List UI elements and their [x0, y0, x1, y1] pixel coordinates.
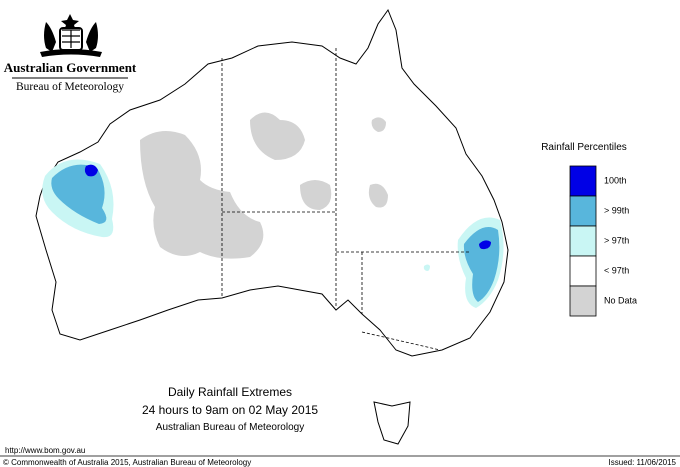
- legend-title: Rainfall Percentiles: [541, 142, 627, 153]
- government-name: Australian Government: [4, 60, 137, 75]
- above-100th-area: [479, 240, 491, 250]
- legend-swatch: [569, 225, 597, 257]
- caption-title: Daily Rainfall Extremes: [168, 385, 292, 399]
- legend-label: < 97th: [604, 265, 629, 275]
- legend: 100th > 99th > 97th < 97th No Data: [569, 165, 637, 317]
- legend-label: > 99th: [604, 205, 629, 215]
- caption-period: 24 hours to 9am on 02 May 2015: [142, 403, 318, 417]
- legend-swatch: [569, 255, 597, 287]
- legend-label: 100th: [604, 175, 627, 185]
- no-data-areas: [140, 112, 388, 259]
- legend-swatch: [569, 165, 597, 197]
- above-99th-area: [463, 227, 500, 302]
- agency-name: Bureau of Meteorology: [16, 81, 124, 93]
- state-borders: [221, 48, 470, 351]
- legend-label: No Data: [604, 295, 637, 305]
- above-100th-area: [84, 164, 98, 177]
- legend-swatch: [569, 285, 597, 317]
- legend-swatch: [569, 195, 597, 227]
- tasmania-outline: [373, 401, 411, 445]
- above-97th-area: [423, 264, 430, 271]
- footer-copyright: © Commonwealth of Australia 2015, Austra…: [3, 458, 251, 467]
- caption-source: Australian Bureau of Meteorology: [156, 422, 304, 433]
- coat-of-arms: [40, 14, 102, 57]
- australia-outline: [35, 8, 509, 357]
- footer-url: http://www.bom.gov.au: [5, 446, 85, 455]
- above-99th-area: [51, 164, 107, 224]
- legend-label: > 97th: [604, 235, 629, 245]
- footer-issued: Issued: 11/06/2015: [609, 458, 677, 467]
